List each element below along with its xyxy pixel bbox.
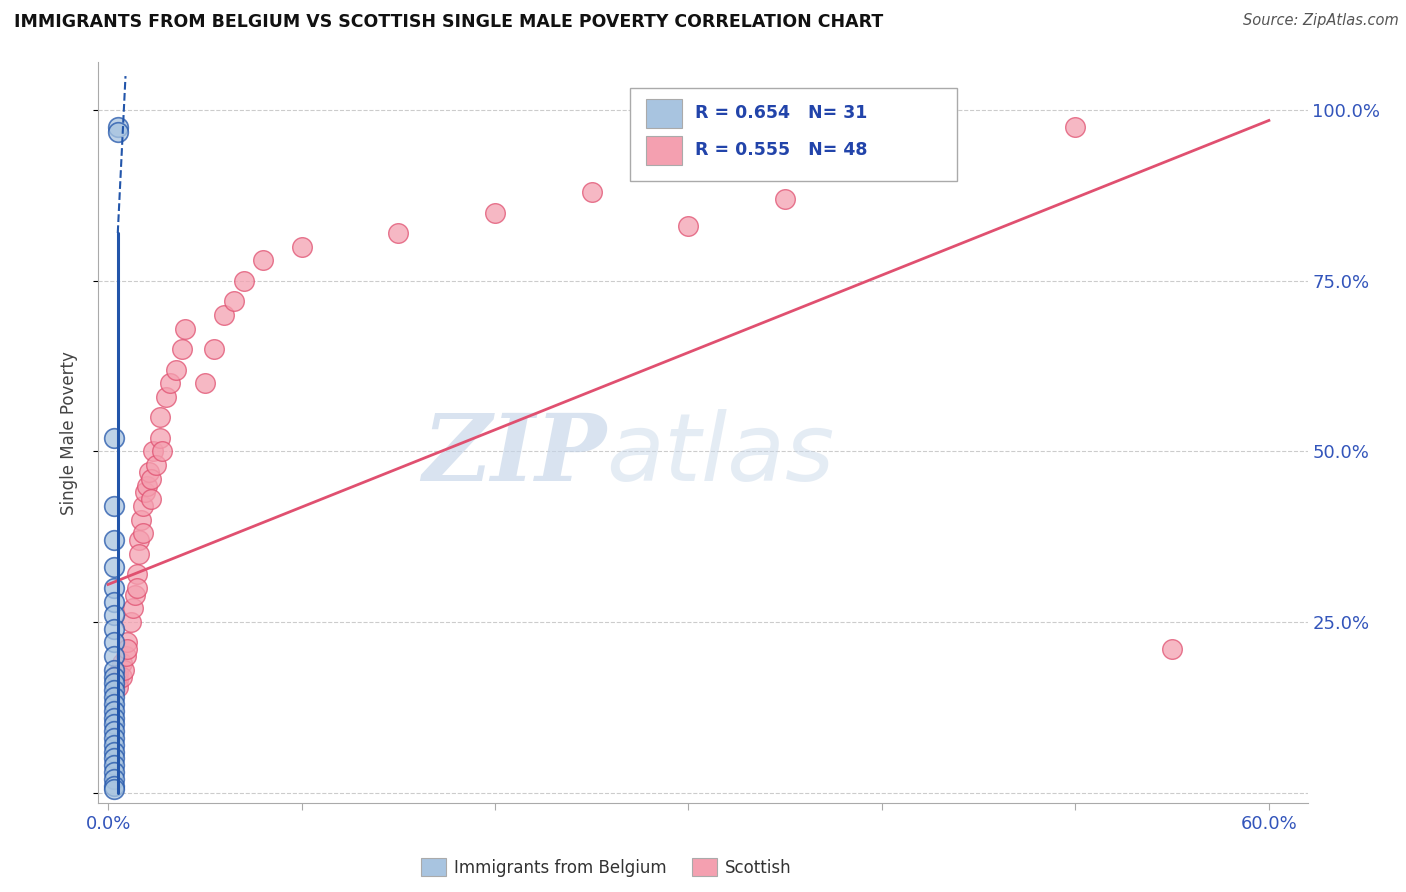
Point xyxy=(773,192,796,206)
Point xyxy=(128,533,150,547)
Text: atlas: atlas xyxy=(606,409,835,500)
Point xyxy=(107,125,129,139)
Point xyxy=(103,594,125,608)
Point xyxy=(194,376,217,391)
Point xyxy=(103,635,125,649)
Point xyxy=(103,751,125,765)
Point xyxy=(128,547,150,561)
Point xyxy=(103,581,125,595)
Point xyxy=(159,376,181,391)
Text: R = 0.654   N= 31: R = 0.654 N= 31 xyxy=(695,103,868,122)
Point xyxy=(139,492,162,507)
Point xyxy=(204,342,226,356)
Point xyxy=(117,635,139,649)
Point xyxy=(103,772,125,786)
Point xyxy=(107,680,129,694)
Point xyxy=(122,601,145,615)
Point xyxy=(678,219,700,234)
Point xyxy=(103,717,125,731)
Point xyxy=(111,656,134,670)
Point xyxy=(1064,120,1087,135)
Point xyxy=(139,472,162,486)
Text: IMMIGRANTS FROM BELGIUM VS SCOTTISH SINGLE MALE POVERTY CORRELATION CHART: IMMIGRANTS FROM BELGIUM VS SCOTTISH SING… xyxy=(14,13,883,31)
Point xyxy=(142,444,165,458)
Point xyxy=(103,779,125,793)
Point xyxy=(107,666,129,681)
Point xyxy=(103,745,125,759)
Point xyxy=(103,663,125,677)
Point xyxy=(103,649,125,664)
Point xyxy=(387,226,409,240)
Point xyxy=(103,676,125,690)
Point xyxy=(103,690,125,704)
Point xyxy=(103,560,125,574)
Point xyxy=(124,588,146,602)
Bar xyxy=(647,99,682,128)
Point xyxy=(103,608,125,623)
Point xyxy=(222,294,245,309)
Point xyxy=(103,533,125,547)
Point xyxy=(103,724,125,739)
Point xyxy=(149,410,172,425)
Point xyxy=(103,697,125,711)
Point xyxy=(174,321,197,335)
Point xyxy=(111,669,134,683)
Point xyxy=(138,465,160,479)
Point xyxy=(129,513,152,527)
Point xyxy=(103,622,125,636)
Point xyxy=(103,765,125,780)
Point xyxy=(103,782,125,797)
Point xyxy=(150,444,173,458)
Point xyxy=(103,738,125,752)
Point xyxy=(212,308,235,322)
Point xyxy=(252,253,274,268)
Point xyxy=(232,274,254,288)
Point xyxy=(103,669,125,683)
Point xyxy=(145,458,167,472)
Point xyxy=(135,478,157,492)
Point xyxy=(107,673,129,687)
Point xyxy=(114,649,136,664)
Point xyxy=(134,485,156,500)
Point xyxy=(103,731,125,745)
Y-axis label: Single Male Poverty: Single Male Poverty xyxy=(59,351,77,515)
Point xyxy=(155,390,177,404)
Text: ZIP: ZIP xyxy=(422,409,606,500)
Point xyxy=(484,205,506,219)
Legend: Immigrants from Belgium, Scottish: Immigrants from Belgium, Scottish xyxy=(415,852,799,883)
Point xyxy=(103,758,125,772)
Point xyxy=(165,362,187,376)
Text: Source: ZipAtlas.com: Source: ZipAtlas.com xyxy=(1243,13,1399,29)
Point xyxy=(120,615,142,629)
Point xyxy=(103,710,125,724)
Point xyxy=(112,663,135,677)
Point xyxy=(127,567,149,582)
Point xyxy=(149,431,172,445)
Point xyxy=(103,683,125,698)
FancyBboxPatch shape xyxy=(630,88,957,181)
Point xyxy=(170,342,193,356)
Point xyxy=(103,499,125,513)
Point xyxy=(127,581,149,595)
Point xyxy=(132,526,155,541)
Point xyxy=(290,240,312,254)
Point xyxy=(103,431,125,445)
Point xyxy=(132,499,155,513)
Point xyxy=(581,185,603,199)
Point xyxy=(107,120,129,135)
Point xyxy=(117,642,139,657)
Point xyxy=(103,704,125,718)
Bar xyxy=(647,136,682,165)
Text: R = 0.555   N= 48: R = 0.555 N= 48 xyxy=(695,141,868,159)
Point xyxy=(1161,642,1184,657)
